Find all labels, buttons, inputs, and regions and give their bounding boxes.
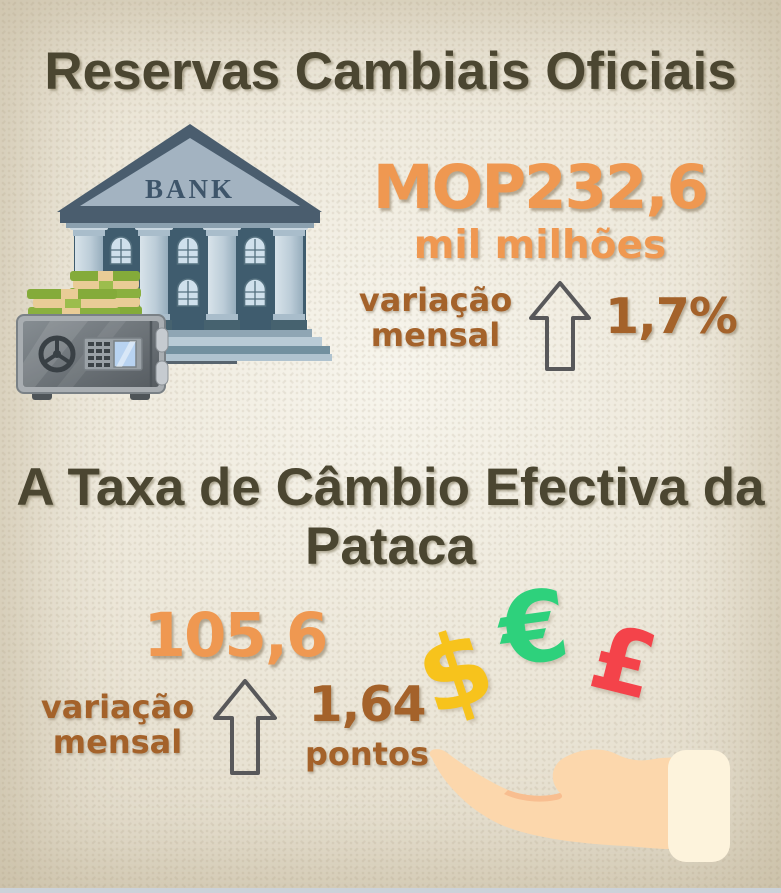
bank-sign-label: BANK [145,174,235,204]
reserves-unit: mil milhões [413,223,667,268]
bank-windows [109,236,267,307]
s1-variation-value: 1,7% [605,288,738,345]
s2-variation-unit: pontos [305,735,429,773]
hand-icon [429,749,730,862]
safe-icon [16,314,169,400]
s2-variation-label: variação mensal [30,688,205,762]
reserves-amount: MOP232,6 [372,152,709,223]
pound-symbol-icon: £ [580,603,667,722]
bottom-edge-strip [0,888,781,893]
s2-variation-value: 1,64 [308,676,427,733]
up-arrow-icon [213,679,277,775]
index-value: 105,6 [143,600,329,671]
section2-title: A Taxa de Câmbio Efectiva da Pataca [0,458,781,577]
s1-variation-label-line1: variação [358,281,513,319]
bank-icon: BANK [16,124,332,400]
s1-variation-label-line2: mensal [370,316,501,355]
section1-title: Reservas Cambiais Oficiais [44,42,737,101]
s1-variation-label: variação mensal [348,281,523,355]
money-stack-icon [27,271,142,317]
bank-pediment: BANK [57,124,322,228]
section2-title-line1: A Taxa de Câmbio Efectiva da [16,458,765,517]
sleeve-cuff [668,750,730,862]
s2-variation-label-line2: mensal [52,723,183,762]
section2-title-line2: Pataca [305,517,476,577]
s2-variation-label-line1: variação [40,688,195,726]
euro-symbol-icon: € [492,567,576,691]
up-arrow-icon [529,281,591,371]
